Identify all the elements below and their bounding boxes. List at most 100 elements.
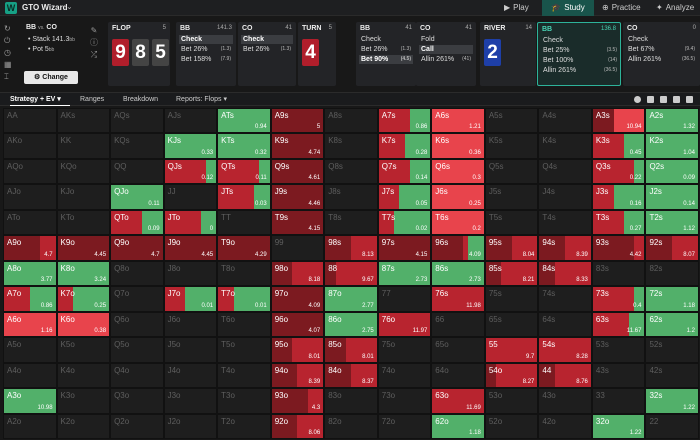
hand-cell[interactable]: JTo 0 [163, 209, 218, 236]
hand-cell[interactable]: AQo [3, 158, 57, 185]
hand-cell[interactable]: A8o 3.77 [3, 260, 57, 287]
hand-cell[interactable]: 64o [431, 362, 485, 389]
hand-cell[interactable]: T3s 0.27 [591, 209, 646, 236]
hand-cell[interactable]: T2o [217, 413, 271, 439]
column-co3[interactable]: CO 0 Check Bet 67% (9.4) Allin 261% (36.5) [623, 22, 700, 86]
action-option[interactable]: Check [541, 36, 619, 45]
app-title[interactable]: GTO Wizard [22, 3, 68, 12]
hand-cell[interactable]: 54s 8.28 [538, 337, 592, 363]
hand-cell[interactable]: 43o [538, 388, 592, 414]
hand-cell[interactable]: 75o [377, 337, 432, 363]
hand-cell[interactable]: 65o [431, 337, 485, 363]
hand-cell[interactable]: 88 9.67 [324, 260, 378, 287]
layout-view-icon[interactable] [660, 96, 667, 103]
hand-cell[interactable]: A3s 10.94 [591, 108, 646, 134]
hand-cell[interactable]: QTs 0.11 [217, 158, 271, 185]
table-view-icon[interactable] [686, 96, 693, 103]
hand-cell[interactable]: 72o [377, 413, 432, 439]
hand-cell[interactable]: 76o 11.97 [377, 311, 432, 338]
hand-cell[interactable]: J3o [163, 388, 218, 414]
nav-study[interactable]: 🎓 Study [542, 0, 594, 16]
hand-cell[interactable]: AKs [56, 108, 111, 134]
hand-cell[interactable]: 54o 8.27 [484, 362, 539, 389]
hand-cell[interactable]: T5s [484, 209, 539, 236]
hand-cell[interactable]: K5s [484, 133, 539, 159]
hand-cell[interactable]: J4s [538, 184, 592, 210]
hand-cell[interactable]: J8s [324, 184, 378, 210]
hand-cell[interactable]: 93o 4.3 [270, 388, 325, 414]
hand-cell[interactable]: TT [217, 209, 271, 236]
action-option[interactable]: Allin 261% (36.5) [626, 55, 697, 64]
hand-cell[interactable]: A2o [3, 413, 57, 439]
hand-cell[interactable]: Q4o [110, 362, 164, 389]
action-option[interactable]: Check [626, 35, 697, 44]
hand-cell[interactable]: Q8o [110, 260, 164, 287]
column-bb3[interactable]: BB 136.8 Check Bet 25% (3.5) Bet 100% (14) Alli… [537, 22, 621, 86]
hand-cell[interactable]: A6o 1.16 [3, 311, 57, 338]
board-card[interactable]: 8 [132, 39, 149, 66]
hand-cell[interactable]: 75s [484, 286, 539, 312]
hand-cell[interactable]: 82o [324, 413, 378, 439]
hand-cell[interactable]: T7o 0.01 [217, 286, 271, 312]
nav-play[interactable]: ▶ Play [500, 0, 533, 16]
hand-cell[interactable]: 62s 1.2 [645, 311, 699, 338]
hand-cell[interactable]: 92o 8.06 [270, 413, 325, 439]
hand-cell[interactable]: J2s 0.14 [645, 184, 699, 210]
action-option[interactable]: Bet 26% (1.3) [359, 45, 413, 54]
hand-cell[interactable]: K3o [56, 388, 111, 414]
column-river[interactable]: RIVER 14 2 [480, 22, 536, 86]
hand-cell[interactable]: 44 8.76 [538, 362, 592, 389]
hand-cell[interactable]: 52s [645, 337, 699, 363]
hand-cell[interactable]: Q6s 0.3 [431, 158, 485, 185]
hand-cell[interactable]: 86o 2.75 [324, 311, 378, 338]
hand-cell[interactable]: A4o [3, 362, 57, 389]
hand-cell[interactable]: 77 [377, 286, 432, 312]
hand-cell[interactable]: Q9s 4.61 [270, 158, 325, 185]
hand-cell[interactable]: Q3o [110, 388, 164, 414]
hand-cell[interactable]: J2o [163, 413, 218, 439]
hand-cell[interactable]: KK [56, 133, 111, 159]
hand-cell[interactable]: A9o 4.7 [3, 235, 57, 261]
hand-cell[interactable]: 73o [377, 388, 432, 414]
hand-cell[interactable]: T7s 0.02 [377, 209, 432, 236]
tab-reports[interactable]: Reports: Flops ▾ [176, 96, 227, 103]
column-co2[interactable]: CO 41 Fold Call Allin 261% (41) [416, 22, 476, 86]
hand-cell[interactable]: J7s 0.05 [377, 184, 432, 210]
hand-cell[interactable]: 96s 4.09 [431, 235, 485, 261]
hand-cell[interactable]: 92s 8.07 [645, 235, 699, 261]
tab-breakdown[interactable]: Breakdown [123, 96, 159, 103]
shuffle-icon[interactable]: ⤮ [90, 50, 98, 59]
hand-cell[interactable]: 96o 4.07 [270, 311, 325, 338]
list-view-icon[interactable] [673, 96, 680, 103]
hand-cell[interactable]: Q2o [110, 413, 164, 439]
action-option[interactable]: Allin 261% (41) [419, 55, 473, 64]
action-option[interactable]: Bet 90% (4.5) [359, 55, 413, 64]
hand-cell[interactable]: 63o 11.69 [431, 388, 485, 414]
hand-cell[interactable]: 65s [484, 311, 539, 338]
hand-cell[interactable]: K5o [56, 337, 111, 363]
hand-cell[interactable]: 97o 4.09 [270, 286, 325, 312]
action-option[interactable]: Bet 67% (9.4) [626, 45, 697, 54]
column-bb2a[interactable]: BB 41 Check Bet 26% (1.3) Bet 90% (4.5) [356, 22, 416, 86]
hand-cell[interactable]: ATo [3, 209, 57, 236]
hand-cell[interactable]: 87s 2.73 [377, 260, 432, 287]
square-view-icon[interactable] [647, 96, 654, 103]
hand-cell[interactable]: T3o [217, 388, 271, 414]
hand-cell[interactable]: 42s [645, 362, 699, 389]
hand-cell[interactable]: 52o [484, 413, 539, 439]
hand-cell[interactable]: AQs [110, 108, 164, 134]
action-option[interactable]: Fold [419, 35, 473, 44]
hand-cell[interactable]: ATs 0.94 [217, 108, 271, 134]
nav-analyze[interactable]: ✦ Analyze [652, 0, 698, 16]
hand-cell[interactable]: J6s 0.25 [431, 184, 485, 210]
hand-cell[interactable]: 83s [591, 260, 646, 287]
board-card[interactable]: 5 [152, 39, 169, 66]
hand-cell[interactable]: KQo [56, 158, 111, 185]
column-flop[interactable]: FLOP 5 9 8 5 [108, 22, 170, 86]
hand-cell[interactable]: QJs 0.12 [163, 158, 218, 185]
hand-cell[interactable]: 87o 2.77 [324, 286, 378, 312]
hand-cell[interactable]: 73s 0.4 [591, 286, 646, 312]
hand-cell[interactable]: A9s 5 [270, 108, 325, 134]
refresh-icon[interactable]: ↻ [4, 24, 11, 33]
hand-cell[interactable]: K4o [56, 362, 111, 389]
